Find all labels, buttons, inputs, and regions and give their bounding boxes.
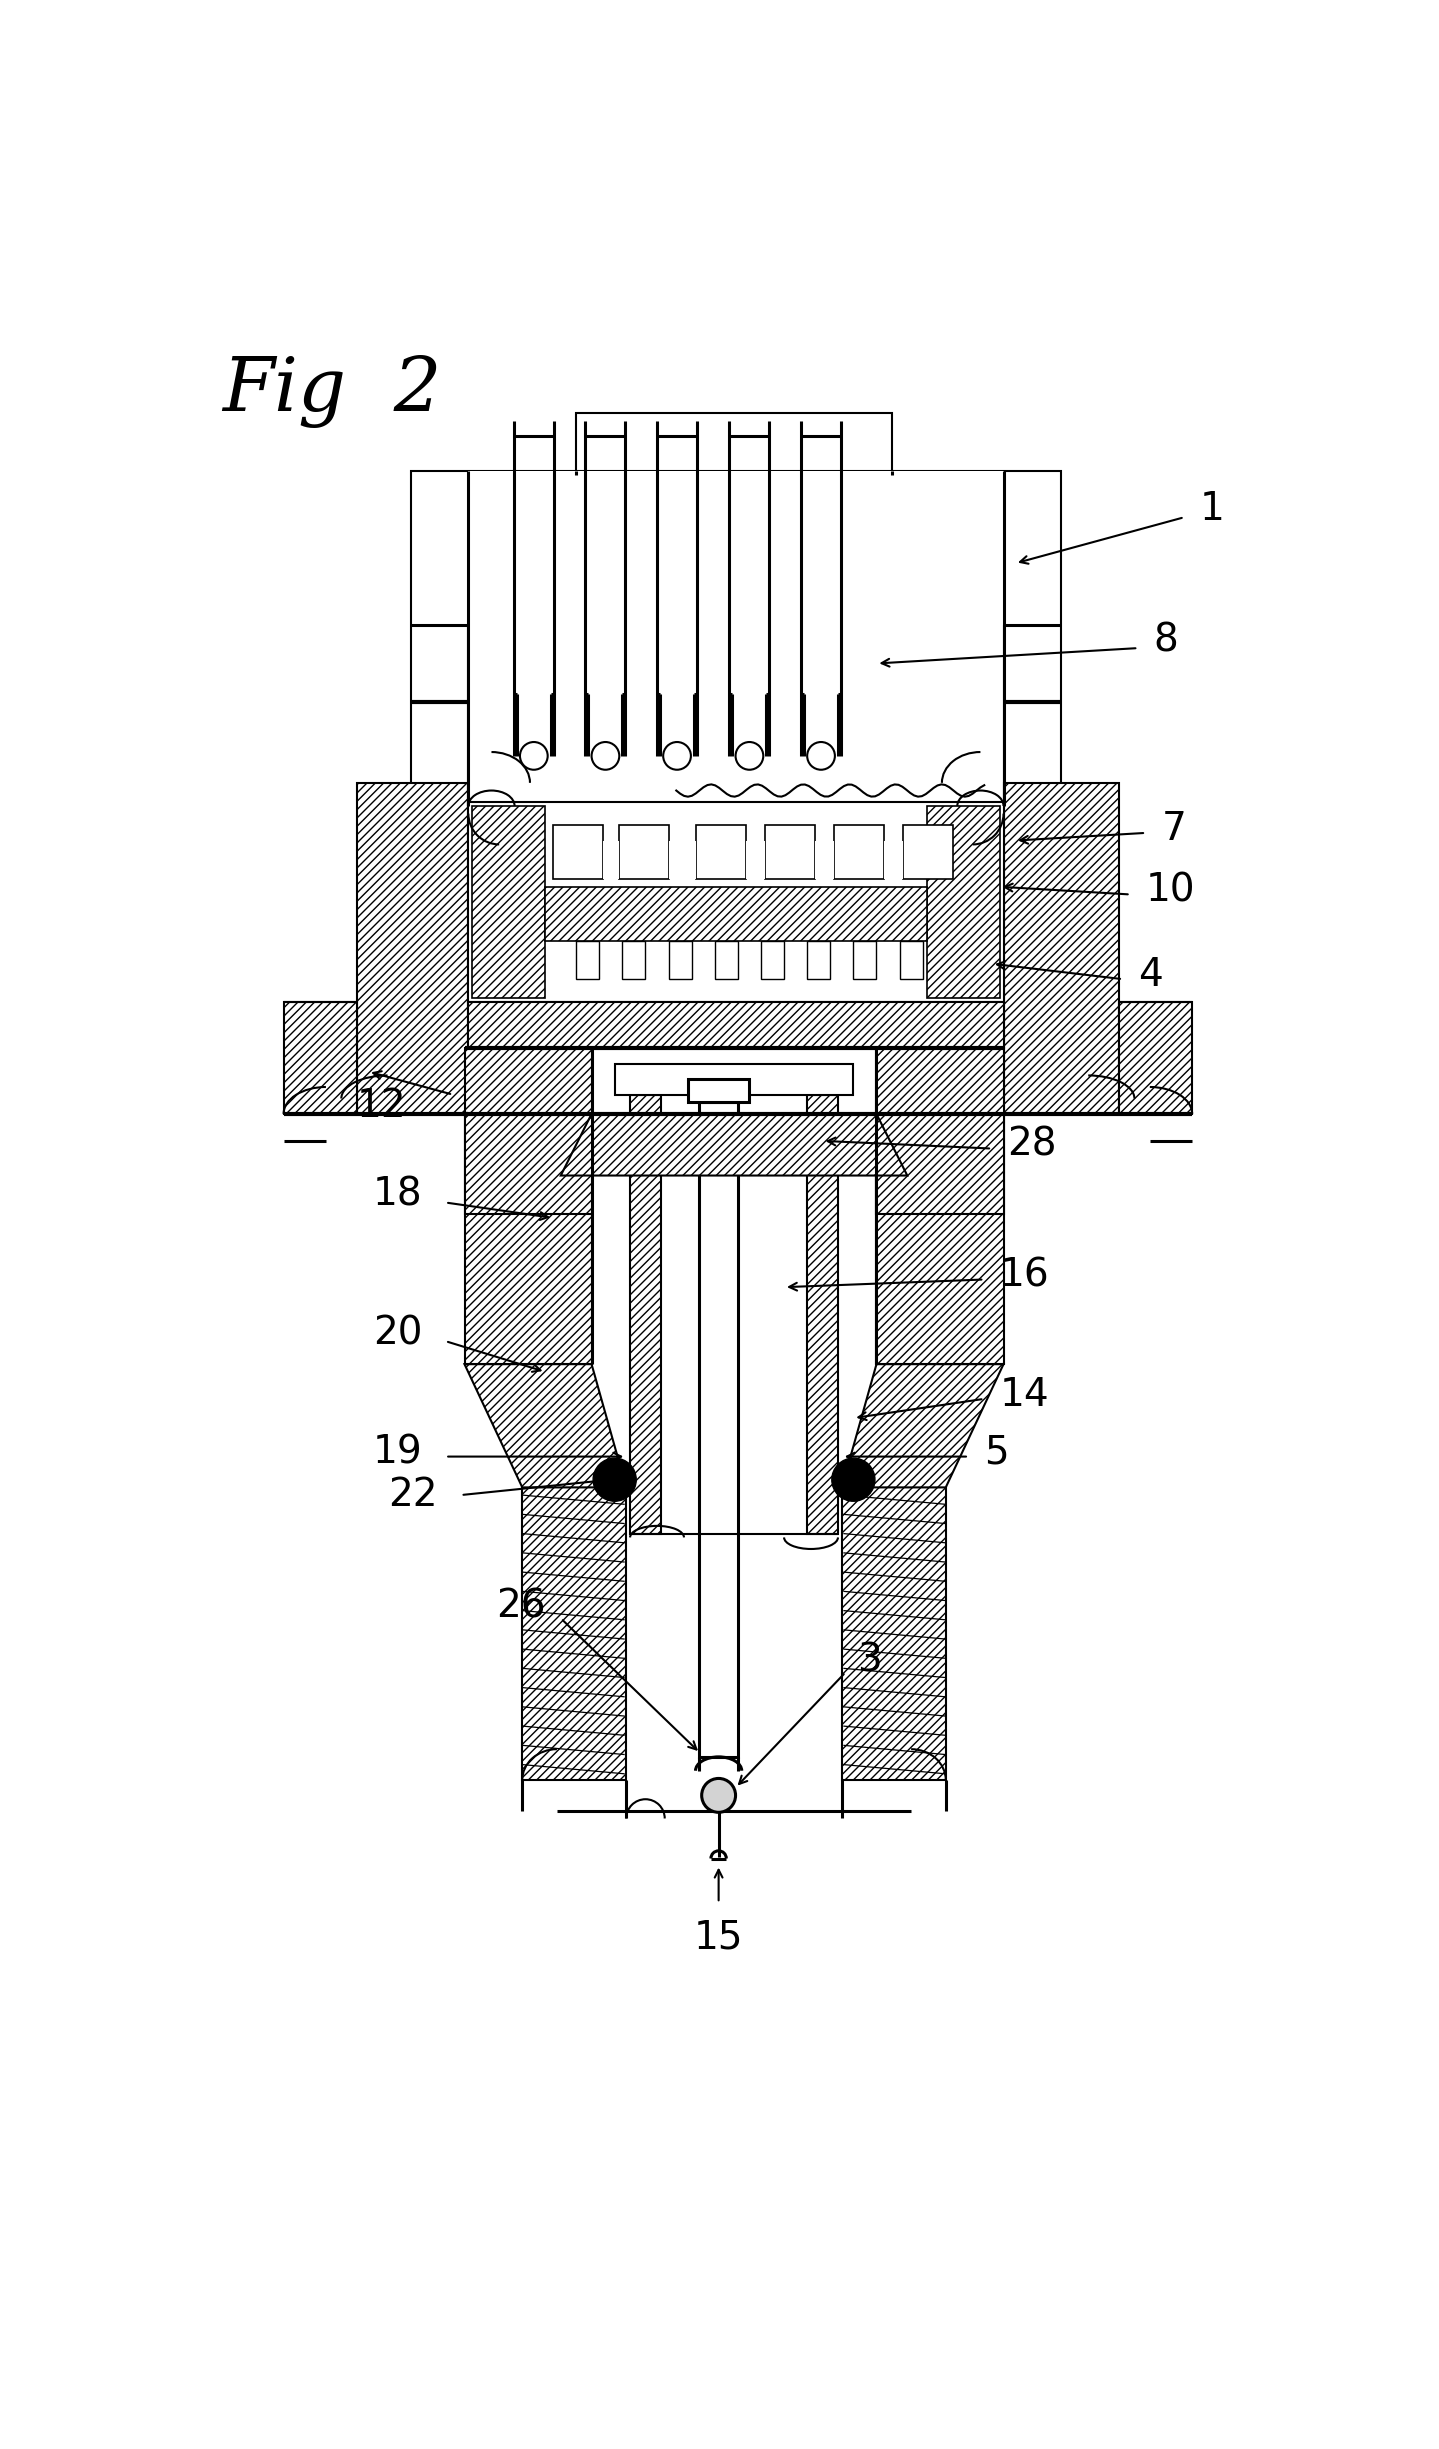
Bar [884,840,904,879]
Polygon shape [1003,784,1120,1114]
Polygon shape [1120,1002,1191,1114]
Bar [807,940,830,980]
Bar [927,806,1000,999]
Text: 26: 26 [496,1587,545,1626]
Text: 20: 20 [373,1315,422,1352]
Bar [614,1063,853,1095]
Polygon shape [876,1114,1003,1215]
Circle shape [702,1778,735,1812]
Bar [807,1095,837,1533]
Text: 10: 10 [1145,872,1196,909]
Text: 3: 3 [858,1641,882,1680]
Bar [745,840,764,879]
Text: 16: 16 [1000,1256,1049,1296]
Circle shape [519,742,548,769]
Bar [468,803,1003,1002]
Text: 1: 1 [1200,490,1225,529]
Bar [619,825,669,879]
Bar [814,840,835,879]
Bar [553,825,603,879]
Bar [764,825,814,879]
Text: 18: 18 [373,1176,422,1215]
Bar [522,1487,626,1780]
Circle shape [593,1457,636,1501]
Bar [669,940,692,980]
Bar [468,470,1003,624]
Polygon shape [465,1364,626,1487]
Circle shape [591,742,619,769]
Bar [695,825,745,879]
Bar [468,1002,1003,1048]
Polygon shape [876,1048,1003,1364]
Text: 15: 15 [694,1918,744,1957]
Bar [835,825,884,879]
Text: 5: 5 [984,1433,1009,1472]
Bar [842,1487,945,1780]
Text: 19: 19 [373,1433,422,1472]
Polygon shape [576,414,892,475]
Polygon shape [283,1002,357,1114]
Bar [630,1095,661,1533]
Polygon shape [465,1048,591,1364]
Polygon shape [465,1114,591,1215]
Circle shape [735,742,763,769]
Polygon shape [561,1114,907,1176]
Bar [688,1080,750,1102]
Text: 14: 14 [1000,1376,1049,1413]
Bar [904,825,954,879]
Circle shape [807,742,835,769]
Bar [472,806,545,999]
Text: Fig  2: Fig 2 [222,355,442,429]
Text: 12: 12 [357,1087,407,1124]
Text: 28: 28 [1007,1127,1056,1163]
Circle shape [663,742,691,769]
Circle shape [832,1457,875,1501]
Text: 8: 8 [1154,622,1179,659]
Bar [623,940,646,980]
Text: 7: 7 [1161,811,1186,847]
Bar [715,940,738,980]
Bar [603,840,619,879]
Bar [545,887,927,940]
Bar [761,940,784,980]
Bar [576,940,599,980]
Polygon shape [842,1364,1003,1487]
Text: 22: 22 [389,1477,437,1513]
Polygon shape [410,470,1062,806]
Text: 4: 4 [1138,955,1163,994]
Bar [699,1102,738,1756]
Polygon shape [465,1364,591,1425]
Polygon shape [357,784,468,1114]
Polygon shape [876,1364,1003,1425]
Bar [899,940,922,980]
Bar [853,940,876,980]
Bar [669,840,695,879]
